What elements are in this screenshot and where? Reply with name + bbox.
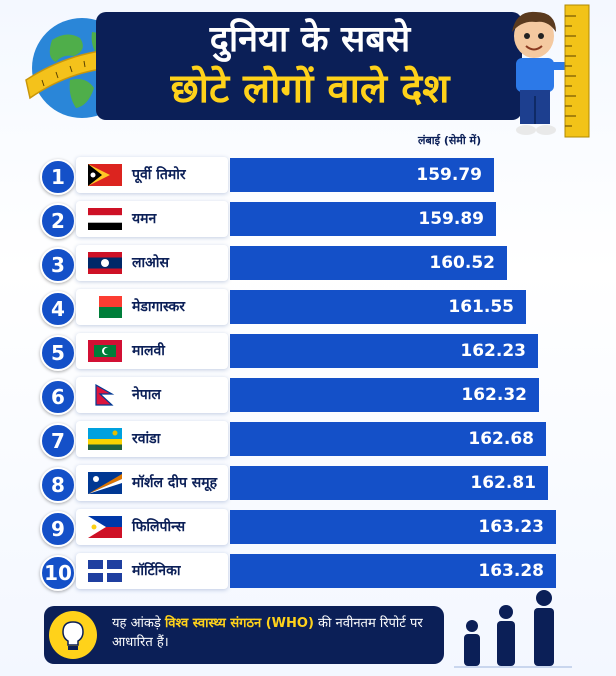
laos-flag-icon	[88, 252, 122, 274]
bar-value-label: 162.81	[470, 473, 536, 493]
chart-row: 8 मॉर्शल दीप समूह 162.81	[0, 465, 616, 503]
country-card: मेडागास्कर	[76, 289, 228, 325]
country-card: पूर्वी तिमोर	[76, 157, 228, 193]
country-card: मॉर्टिनिका	[76, 553, 228, 589]
martinique-flag-icon	[88, 560, 122, 582]
country-card: मॉर्शल दीप समूह	[76, 465, 228, 501]
rank-badge: 10	[40, 555, 76, 591]
marshall-islands-flag-icon	[88, 472, 122, 494]
footer-text-after: की नवीनतम रिपोर्ट पर आधारित हैं।	[112, 616, 423, 650]
bar-value-label: 162.32	[461, 385, 527, 405]
bar-value-label: 162.68	[468, 429, 534, 449]
people-height-icon	[454, 590, 572, 668]
rank-badge: 4	[40, 291, 76, 327]
rank-badge: 8	[40, 467, 76, 503]
rank-badge: 3	[40, 247, 76, 283]
bar-value-label: 162.23	[460, 341, 526, 361]
footer-note-box	[44, 606, 444, 664]
page-title-line2: छोटे लोगों वाले देश	[170, 66, 450, 112]
rank-badge: 6	[40, 379, 76, 415]
bar: 161.55	[230, 290, 526, 324]
unit-label: लंबाई (सेमी में)	[418, 134, 482, 147]
bar: 159.79	[230, 158, 494, 192]
madagascar-flag-icon	[88, 296, 122, 318]
chart-row: 5 मालवी 162.23	[0, 333, 616, 371]
rwanda-flag-icon	[88, 428, 122, 450]
country-card: रवांडा	[76, 421, 228, 457]
footer-text-before: यह आंकड़े	[112, 616, 165, 631]
country-name: पूर्वी तिमोर	[132, 167, 186, 183]
country-name: मॉर्टिनिका	[132, 563, 181, 579]
bar: 159.89	[230, 202, 496, 236]
country-card: फिलिपीन्स	[76, 509, 228, 545]
country-name: लाओस	[132, 255, 169, 271]
rank-badge: 1	[40, 159, 76, 195]
bar: 162.32	[230, 378, 539, 412]
height-ruler-icon	[564, 4, 590, 138]
rank-badge: 5	[40, 335, 76, 371]
east-timor-flag-icon	[88, 164, 122, 186]
lightbulb-icon	[49, 611, 97, 659]
maldives-flag-icon	[88, 340, 122, 362]
bar-value-label: 163.23	[478, 517, 544, 537]
country-card: मालवी	[76, 333, 228, 369]
country-name: मेडागास्कर	[132, 299, 185, 315]
country-card: यमन	[76, 201, 228, 237]
bar-value-label: 163.28	[478, 561, 544, 581]
nepal-flag-icon	[88, 384, 122, 406]
chart-row: 2 यमन 159.89	[0, 201, 616, 239]
bar: 163.28	[230, 554, 556, 588]
country-name: रवांडा	[132, 431, 161, 447]
rank-badge: 7	[40, 423, 76, 459]
bar-value-label: 160.52	[429, 253, 495, 273]
chart-row: 1 पूर्वी तिमोर 159.79	[0, 157, 616, 195]
bar: 160.52	[230, 246, 507, 280]
footer-text-highlight: विश्व स्वास्थ्य संगठन (WHO)	[164, 616, 314, 631]
country-name: यमन	[132, 211, 157, 227]
bar-value-label: 159.89	[418, 209, 484, 229]
bar: 163.23	[230, 510, 556, 544]
chart-row: 10 मॉर्टिनिका 163.28	[0, 553, 616, 591]
footer-note: यह आंकड़े विश्व स्वास्थ्य संगठन (WHO) की…	[112, 614, 432, 652]
country-name: मालवी	[132, 343, 165, 359]
page-title-line1: दुनिया के सबसे	[209, 19, 411, 60]
bar-value-label: 159.79	[416, 165, 482, 185]
country-name: नेपाल	[132, 387, 161, 403]
chart-row: 6 नेपाल 162.32	[0, 377, 616, 415]
chart-row: 3 लाओस 160.52	[0, 245, 616, 283]
bar: 162.81	[230, 466, 548, 500]
country-name: फिलिपीन्स	[132, 519, 186, 535]
country-card: लाओस	[76, 245, 228, 281]
philippines-flag-icon	[88, 516, 122, 538]
rank-badge: 9	[40, 511, 76, 547]
rank-badge: 2	[40, 203, 76, 239]
bar-value-label: 161.55	[448, 297, 514, 317]
title-banner	[96, 12, 522, 120]
chart-row: 9 फिलिपीन्स 163.23	[0, 509, 616, 547]
boy-illustration-icon	[512, 11, 568, 135]
bar: 162.68	[230, 422, 546, 456]
chart-row: 4 मेडागास्कर 161.55	[0, 289, 616, 327]
bar: 162.23	[230, 334, 538, 368]
country-card: नेपाल	[76, 377, 228, 413]
yemen-flag-icon	[88, 208, 122, 230]
country-name: मॉर्शल दीप समूह	[132, 475, 218, 491]
chart-row: 7 रवांडा 162.68	[0, 421, 616, 459]
